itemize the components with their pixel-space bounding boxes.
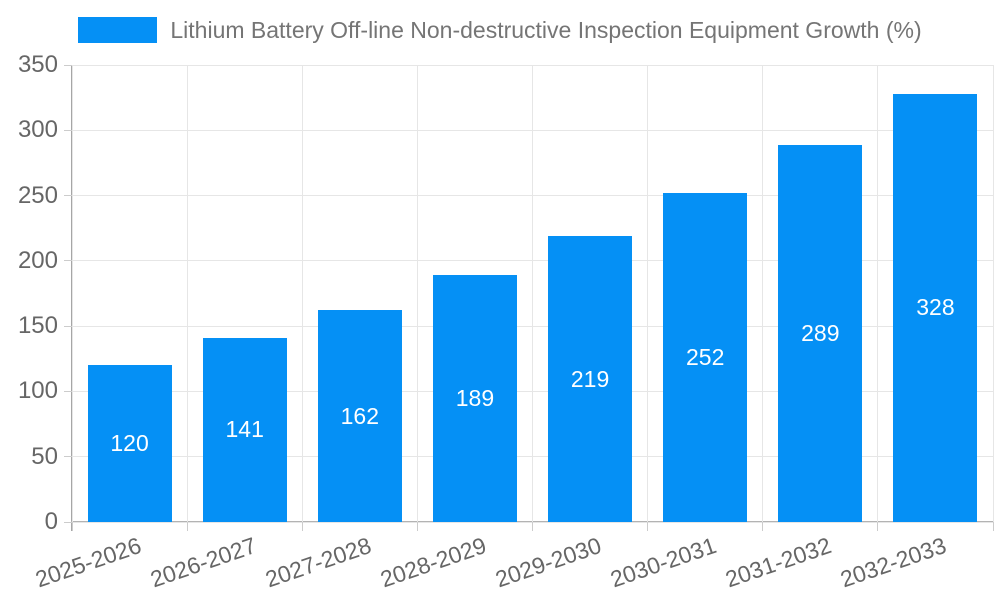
x-axis-tick [71,522,73,531]
y-axis-tick [64,521,72,523]
bar: 289 [778,144,863,522]
y-tick-label: 250 [17,181,58,209]
y-tick-label: 150 [17,312,58,340]
bar-value-label: 141 [225,416,264,443]
bar-value-label: 162 [340,402,379,429]
x-tick-label: 2029-2030 [492,532,605,593]
x-axis-tick [416,522,418,531]
y-axis-tick [64,195,72,197]
x-tick-label: 2030-2031 [607,532,720,593]
gridline-vertical [186,65,188,522]
x-tick-label: 2026-2027 [146,532,260,593]
bar-value-label: 252 [686,343,725,370]
y-axis-tick [64,64,72,66]
bar: 162 [317,310,402,522]
x-tick-label: 2028-2029 [376,532,490,593]
gridline-vertical [647,65,649,522]
bar: 252 [663,192,748,522]
bar-value-label: 289 [801,319,840,346]
y-tick-label: 50 [31,442,58,470]
x-axis-tick [647,522,649,531]
y-axis-tick [64,390,72,392]
y-axis-tick [64,456,72,458]
legend-item[interactable]: Lithium Battery Off-line Non-destructive… [0,14,1000,46]
y-axis-tick [64,129,72,131]
y-tick-label: 350 [17,51,58,78]
gridline-vertical [992,65,994,522]
gridline-vertical [416,65,418,522]
gridline-vertical [301,65,303,522]
legend-swatch [78,17,158,43]
y-tick-label: 200 [17,246,58,274]
x-tick-label: 2031-2032 [722,532,835,593]
x-axis-tick [301,522,303,531]
y-axis-tick [64,325,72,327]
bar: 120 [87,365,172,522]
x-tick-label: 2025-2026 [31,532,145,593]
gridline-vertical [532,65,533,522]
x-axis-tick [877,522,879,531]
x-tick-label: 2032-2033 [837,532,950,593]
x-axis-tick [762,522,764,531]
legend-label: Lithium Battery Off-line Non-destructive… [170,16,922,43]
y-tick-label: 300 [17,116,58,144]
x-axis-tick [992,522,994,531]
y-axis-tick [64,260,72,262]
bar-value-label: 120 [110,430,149,457]
bar-value-label: 328 [916,294,955,321]
bar-value-label: 219 [570,365,610,392]
bar: 328 [893,93,978,522]
x-tick-label: 2027-2028 [261,532,375,593]
gridline-vertical [762,65,764,522]
x-axis-tick [532,522,533,531]
gridline-vertical [877,65,879,522]
bar: 219 [548,236,633,522]
x-axis-tick [186,522,188,531]
y-tick-label: 100 [17,377,58,405]
bar-value-label: 189 [455,385,495,412]
y-tick-label: 0 [44,508,58,535]
bar: 189 [432,275,517,522]
gridline-vertical [71,65,73,522]
bar: 141 [202,337,287,522]
